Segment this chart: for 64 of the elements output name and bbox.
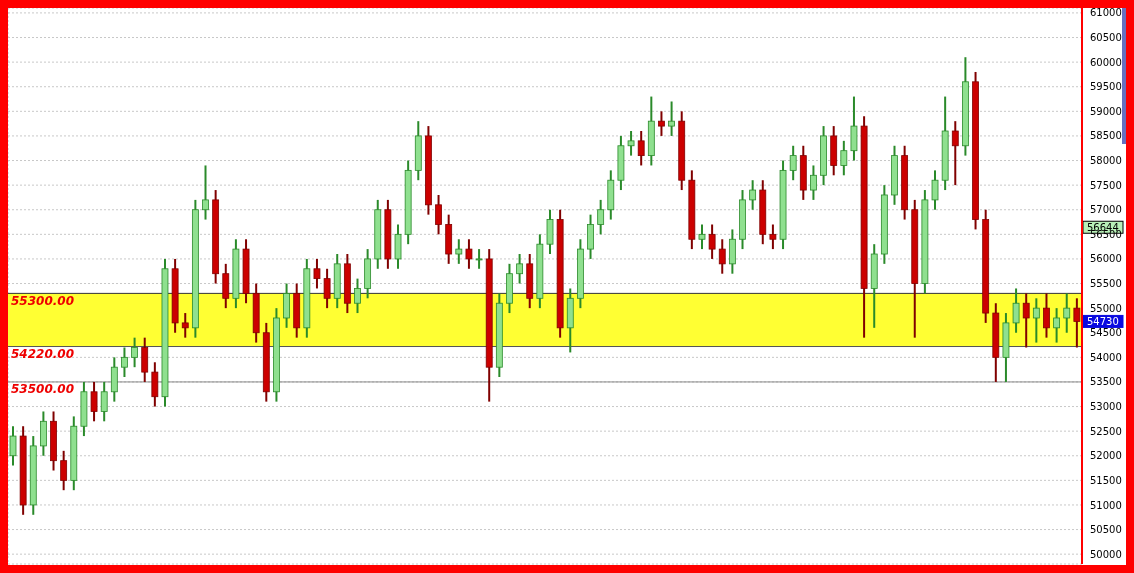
candlestick	[769, 223, 777, 251]
y-tick-label: 51000	[1090, 499, 1122, 511]
candlestick	[354, 277, 361, 315]
candlestick	[1043, 292, 1050, 339]
candlestick	[1012, 287, 1020, 334]
candlestick	[455, 238, 463, 265]
candlestick	[1053, 307, 1060, 344]
y-tick-label: 50000	[1090, 548, 1122, 560]
candlestick	[597, 198, 605, 236]
ref-line-label: 54220.00	[11, 347, 75, 362]
y-tick-label: 59000	[1090, 105, 1122, 117]
y-tick-label: 58000	[1090, 155, 1122, 167]
candlestick	[931, 169, 939, 211]
candlestick	[1063, 292, 1071, 334]
candlestick	[951, 120, 959, 187]
y-tick-label: 54500	[1090, 327, 1122, 339]
y-tick-label: 55500	[1090, 278, 1122, 290]
y-tick-label: 57000	[1090, 204, 1122, 216]
annotation: 54730	[1087, 316, 1119, 328]
y-tick-label: 51500	[1090, 474, 1122, 486]
y-tick-label: 61000	[1090, 7, 1122, 19]
candlestick	[789, 144, 797, 182]
y-tick-label: 60500	[1090, 32, 1122, 44]
candlestick	[516, 253, 523, 285]
candlestick	[658, 110, 665, 137]
candlestick	[1032, 297, 1040, 344]
candlestick	[313, 257, 321, 290]
ref-line-label: 53500.00	[11, 382, 75, 397]
candlestick	[698, 223, 706, 251]
candlestick	[202, 164, 209, 221]
y-tick-label: 55000	[1090, 302, 1122, 314]
candlestick	[627, 130, 635, 157]
candlestick	[131, 336, 138, 369]
y-tick-label: 57500	[1090, 179, 1122, 191]
candlestick	[810, 164, 817, 201]
candlestick	[637, 130, 645, 167]
y-tick-label: 58500	[1090, 130, 1122, 142]
candlestick	[749, 179, 757, 211]
candlestick	[475, 248, 483, 270]
y-tick-label: 60000	[1090, 56, 1122, 68]
y-tick-label: 53000	[1090, 401, 1122, 413]
candlestick	[181, 312, 189, 339]
candlestick	[465, 238, 473, 270]
y-tick-label: 52000	[1090, 450, 1122, 462]
candlestick	[840, 139, 848, 177]
candlestick	[1073, 297, 1081, 349]
ref-line-label: 55300.00	[11, 293, 75, 308]
candlestick	[100, 380, 108, 423]
candlestick	[708, 223, 716, 260]
candlestick	[121, 346, 128, 379]
candlestick	[90, 380, 98, 423]
y-tick-label: 54000	[1090, 351, 1122, 363]
y-tick-label: 59500	[1090, 81, 1122, 93]
candlestick	[323, 267, 331, 310]
candlestick	[668, 100, 675, 137]
candlestick	[435, 193, 442, 236]
y-tick-label: 53500	[1090, 376, 1122, 388]
y-tick-label: 56000	[1090, 253, 1122, 265]
candlestick	[9, 425, 17, 467]
candlestick	[60, 449, 68, 492]
y-tick-label: 50500	[1090, 524, 1122, 536]
candlestick	[1022, 292, 1030, 349]
y-tick-label: 52500	[1090, 425, 1122, 437]
candlestick	[718, 238, 726, 275]
